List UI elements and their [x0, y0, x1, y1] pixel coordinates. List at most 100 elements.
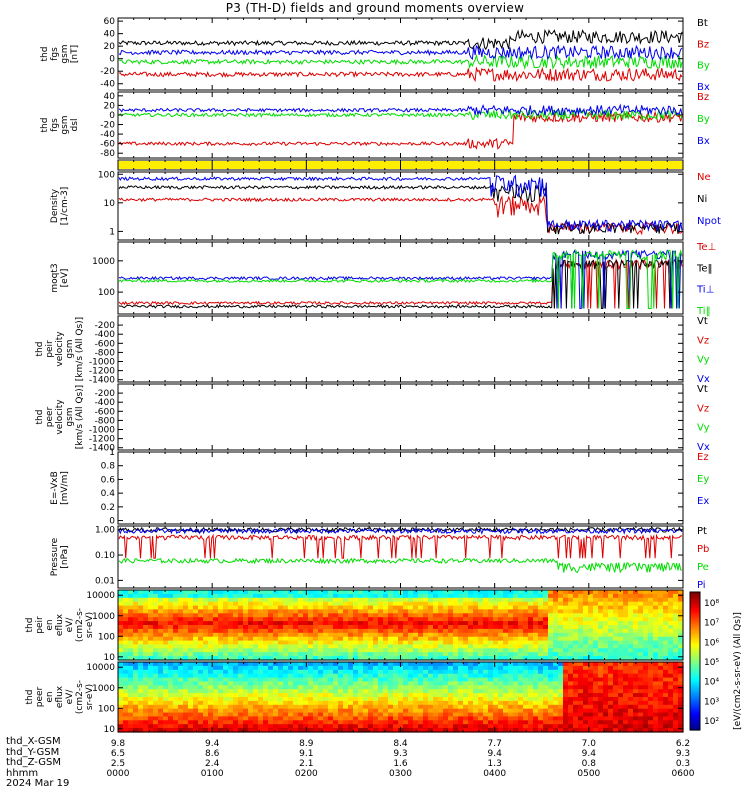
- spec-cell: [183, 708, 189, 714]
- spec-cell: [553, 636, 559, 642]
- spec-cell: [273, 681, 279, 686]
- spec-cell: [158, 625, 164, 630]
- spec-cell: [248, 636, 254, 642]
- spec-cell: [448, 601, 454, 607]
- spec-cell: [648, 636, 654, 642]
- spec-cell: [298, 625, 304, 630]
- spec-cell: [133, 693, 139, 698]
- spec-cell: [568, 665, 574, 671]
- spec-cell: [388, 669, 394, 675]
- spec-cell: [458, 597, 464, 603]
- spec-cell: [633, 632, 639, 638]
- spec-cell: [643, 728, 649, 733]
- spec-cell: [318, 605, 324, 611]
- spec-cell: [668, 724, 674, 729]
- spec-cell: [448, 704, 454, 710]
- spec-cell: [118, 724, 124, 729]
- spec-cell: [633, 593, 639, 599]
- spec-cell: [643, 597, 649, 603]
- spec-cell: [658, 617, 664, 622]
- spec-cell: [248, 605, 254, 611]
- spec-cell: [258, 593, 264, 599]
- spec-cell: [558, 665, 564, 671]
- spec-cell: [308, 590, 314, 595]
- spec-cell: [523, 724, 529, 729]
- spec-cell: [168, 636, 174, 642]
- spec-cell: [153, 636, 159, 642]
- spec-cell: [433, 652, 439, 657]
- spec-cell: [463, 597, 469, 603]
- spec-cell: [208, 689, 214, 694]
- spec-cell: [268, 625, 274, 630]
- spec-cell: [233, 689, 239, 694]
- spec-cell: [503, 644, 509, 649]
- spec-cell: [388, 652, 394, 657]
- spec-cell: [228, 708, 234, 714]
- spec-cell: [473, 644, 479, 649]
- spec-cell: [363, 640, 369, 646]
- spec-cell: [288, 601, 294, 607]
- spec-cell: [158, 628, 164, 634]
- spec-cell: [398, 689, 404, 694]
- spec-cell: [468, 681, 474, 686]
- spec-cell: [343, 720, 349, 725]
- spec-cell: [613, 648, 619, 653]
- spec-cell: [358, 656, 364, 661]
- spec-cell: [478, 677, 484, 683]
- spec-cell: [458, 724, 464, 729]
- spec-cell: [398, 625, 404, 630]
- spec-cell: [148, 724, 154, 729]
- spec-cell: [263, 728, 269, 733]
- spec-cell: [528, 693, 534, 698]
- spec-cell: [393, 673, 399, 679]
- spec-cell: [608, 640, 614, 646]
- spec-cell: [473, 628, 479, 634]
- spec-cell: [138, 628, 144, 634]
- spec-cell: [623, 644, 629, 649]
- spec-cell: [603, 665, 609, 671]
- spec-cell: [453, 704, 459, 710]
- spec-cell: [383, 716, 389, 721]
- spec-cell: [583, 704, 589, 710]
- spec-cell: [318, 652, 324, 657]
- spec-cell: [398, 613, 404, 618]
- spec-cell: [413, 617, 419, 622]
- spec-cell: [248, 652, 254, 657]
- spec-cell: [373, 700, 379, 706]
- spec-cell: [638, 597, 644, 603]
- spec-cell: [538, 662, 544, 667]
- spec-cell: [478, 621, 484, 626]
- spec-cell: [258, 628, 264, 634]
- spec-cell: [243, 697, 249, 702]
- spec-cell: [383, 597, 389, 603]
- spec-cell: [443, 632, 449, 638]
- spec-cell: [433, 669, 439, 675]
- spec-cell: [498, 681, 504, 686]
- spec-cell: [548, 697, 554, 702]
- spec-cell: [143, 681, 149, 686]
- spec-cell: [663, 593, 669, 599]
- spec-cell: [668, 601, 674, 607]
- spec-cell: [613, 601, 619, 607]
- spec-cell: [308, 662, 314, 667]
- spec-cell: [148, 644, 154, 649]
- spec-cell: [278, 605, 284, 611]
- spec-cell: [463, 628, 469, 634]
- spec-cell: [498, 677, 504, 683]
- spec-cell: [408, 665, 414, 671]
- spec-cell: [653, 652, 659, 657]
- spec-cell: [283, 662, 289, 667]
- spec-cell: [503, 716, 509, 721]
- spec-cell: [148, 697, 154, 702]
- spec-cell: [248, 677, 254, 683]
- spec-cell: [513, 648, 519, 653]
- spec-cell: [538, 652, 544, 657]
- spec-cell: [168, 712, 174, 718]
- spec-cell: [478, 681, 484, 686]
- spec-cell: [468, 656, 474, 661]
- spec-cell: [233, 669, 239, 675]
- spec-cell: [403, 720, 409, 725]
- spec-cell: [678, 677, 684, 683]
- spec-cell: [663, 693, 669, 698]
- spec-cell: [278, 652, 284, 657]
